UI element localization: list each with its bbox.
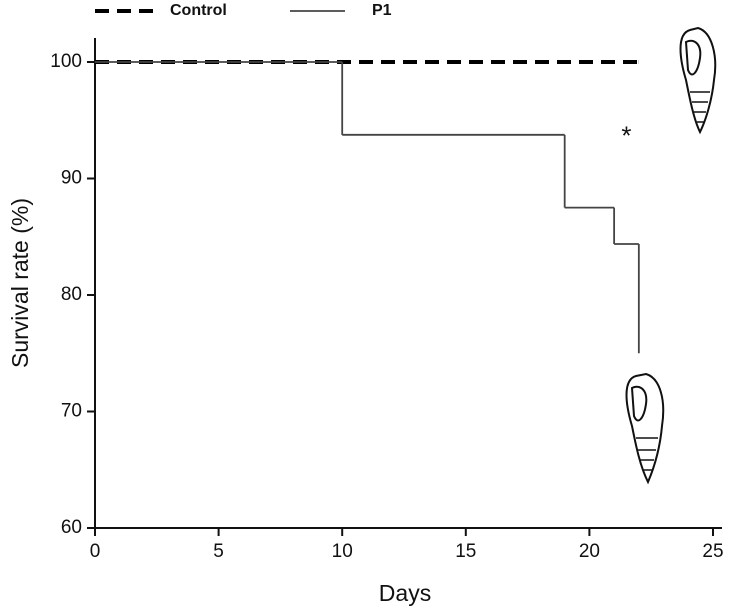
- step-segment: [563, 134, 615, 209]
- legend-label: P1: [372, 2, 392, 19]
- legend-label: Control: [170, 2, 227, 19]
- pupa-icon: [679, 26, 717, 135]
- y-tick-label: 80: [61, 284, 82, 305]
- step-line: [563, 134, 615, 209]
- step-segment: [613, 207, 639, 245]
- x-tick-label: 10: [332, 541, 353, 562]
- pupa-icon: [625, 372, 665, 485]
- y-tick-label: 100: [50, 51, 82, 72]
- step-segment: [341, 62, 565, 136]
- x-tick-label: 25: [702, 541, 723, 562]
- step-line: [613, 207, 639, 245]
- step-line: [341, 62, 565, 136]
- annotation: *: [621, 121, 631, 151]
- x-tick-label: 15: [455, 541, 476, 562]
- x-tick-label: 20: [579, 541, 600, 562]
- legend: Control P1: [95, 2, 392, 19]
- y-tick-label: 90: [61, 168, 82, 189]
- y-axis-label: Survival rate (%): [7, 198, 33, 368]
- x-tick-label: 0: [90, 541, 101, 562]
- y-tick-label: 60: [61, 517, 82, 538]
- y-tick-label: 70: [61, 401, 82, 422]
- x-axis-label: Days: [379, 580, 431, 606]
- x-tick-label: 5: [213, 541, 224, 562]
